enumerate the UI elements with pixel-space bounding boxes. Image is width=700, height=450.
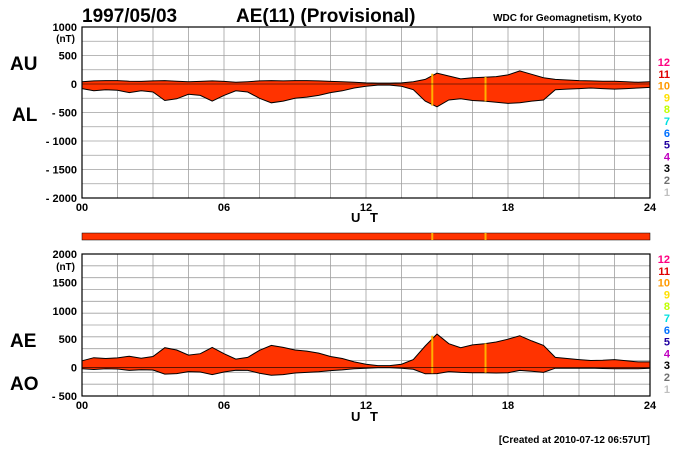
bottom-y-tick-label: - 500 <box>52 391 77 403</box>
ut-axis-label-top: U T <box>351 210 381 225</box>
top-y-tick-label: 1000 <box>53 22 77 34</box>
al-label: AL <box>12 105 38 126</box>
top-frame <box>81 26 651 199</box>
legend-level-1: 1 <box>664 187 670 199</box>
bottom-y-tick-label: 0 <box>71 363 77 375</box>
top-x-tick-label: 18 <box>502 202 514 214</box>
legend-level-4: 4 <box>664 151 671 163</box>
legend-level-11: 11 <box>658 266 670 278</box>
quality-strip-marker <box>484 233 487 240</box>
top-y-tick-label: - 500 <box>52 108 77 120</box>
legend-level-10: 10 <box>658 81 670 93</box>
top-x-tick-label: 00 <box>76 202 88 214</box>
top-x-tick-label: 12 <box>360 202 372 214</box>
legend-level-2: 2 <box>664 372 670 384</box>
legend-level-9: 9 <box>664 92 670 104</box>
legend-level-7: 7 <box>664 116 670 128</box>
legend-level-3: 3 <box>664 163 670 175</box>
top-band-area <box>82 70 650 107</box>
index-title: AE(11) (Provisional) <box>236 6 416 27</box>
legend-level-2: 2 <box>664 175 670 187</box>
legend-level-5: 5 <box>664 337 670 349</box>
bottom-y-tick-label: 1000 <box>53 306 77 318</box>
created-timestamp: [Created at 2010-07-12 06:57UT] <box>499 435 650 446</box>
org-title: WDC for Geomagnetism, Kyoto <box>493 13 642 24</box>
legend-level-1: 1 <box>664 384 670 396</box>
bottom-x-tick-label: 06 <box>218 400 230 412</box>
legend-level-10: 10 <box>658 278 670 290</box>
bottom-x-tick-label: 18 <box>502 400 514 412</box>
bottom-ae-line <box>81 333 650 367</box>
bottom-y-tick-label: 2000 <box>53 249 77 261</box>
bottom-x-tick-label: 24 <box>644 400 657 412</box>
bottom-frame <box>81 253 651 397</box>
legend-level-9: 9 <box>664 289 670 301</box>
unit-label-top: (nT) <box>56 34 75 45</box>
top-y-tick-label: - 1500 <box>46 165 77 177</box>
quality-strip <box>81 232 651 241</box>
legend-level-8: 8 <box>664 104 670 116</box>
date-title: 1997/05/03 <box>82 6 177 27</box>
top-y-tick-label: - 2000 <box>46 193 77 205</box>
legend-level-6: 6 <box>664 325 670 337</box>
legend-level-3: 3 <box>664 360 670 372</box>
legend-level-12: 12 <box>658 254 670 266</box>
legend-level-6: 6 <box>664 128 670 140</box>
unit-label-bottom: (nT) <box>56 262 75 273</box>
top-au-line <box>81 70 651 84</box>
bottom-ao-line <box>81 367 651 376</box>
bottom-band-area <box>82 334 650 376</box>
ae-label: AE <box>10 331 36 352</box>
legend-level-4: 4 <box>664 348 671 360</box>
bottom-x-tick-label: 12 <box>360 400 372 412</box>
legend-level-12: 12 <box>658 57 670 69</box>
bottom-y-tick-label: 500 <box>59 334 77 346</box>
legend-level-11: 11 <box>658 69 670 81</box>
au-label: AU <box>10 54 37 75</box>
top-y-tick-label: 0 <box>71 79 77 91</box>
top-x-tick-label: 24 <box>644 202 657 214</box>
top-x-tick-label: 06 <box>218 202 230 214</box>
ut-axis-label-bottom: U T <box>351 409 381 424</box>
quality-strip-bar <box>81 232 651 241</box>
top-al-line <box>81 84 651 108</box>
legend-level-8: 8 <box>664 301 670 313</box>
legend-level-7: 7 <box>664 313 670 325</box>
top-y-tick-label: 500 <box>59 51 77 63</box>
ao-label: AO <box>10 374 39 395</box>
bottom-y-tick-label: 1500 <box>53 277 77 289</box>
top-y-tick-label: - 1000 <box>46 136 77 148</box>
quality-strip-marker <box>431 233 434 240</box>
bottom-x-tick-label: 00 <box>76 400 88 412</box>
legend-level-5: 5 <box>664 140 670 152</box>
